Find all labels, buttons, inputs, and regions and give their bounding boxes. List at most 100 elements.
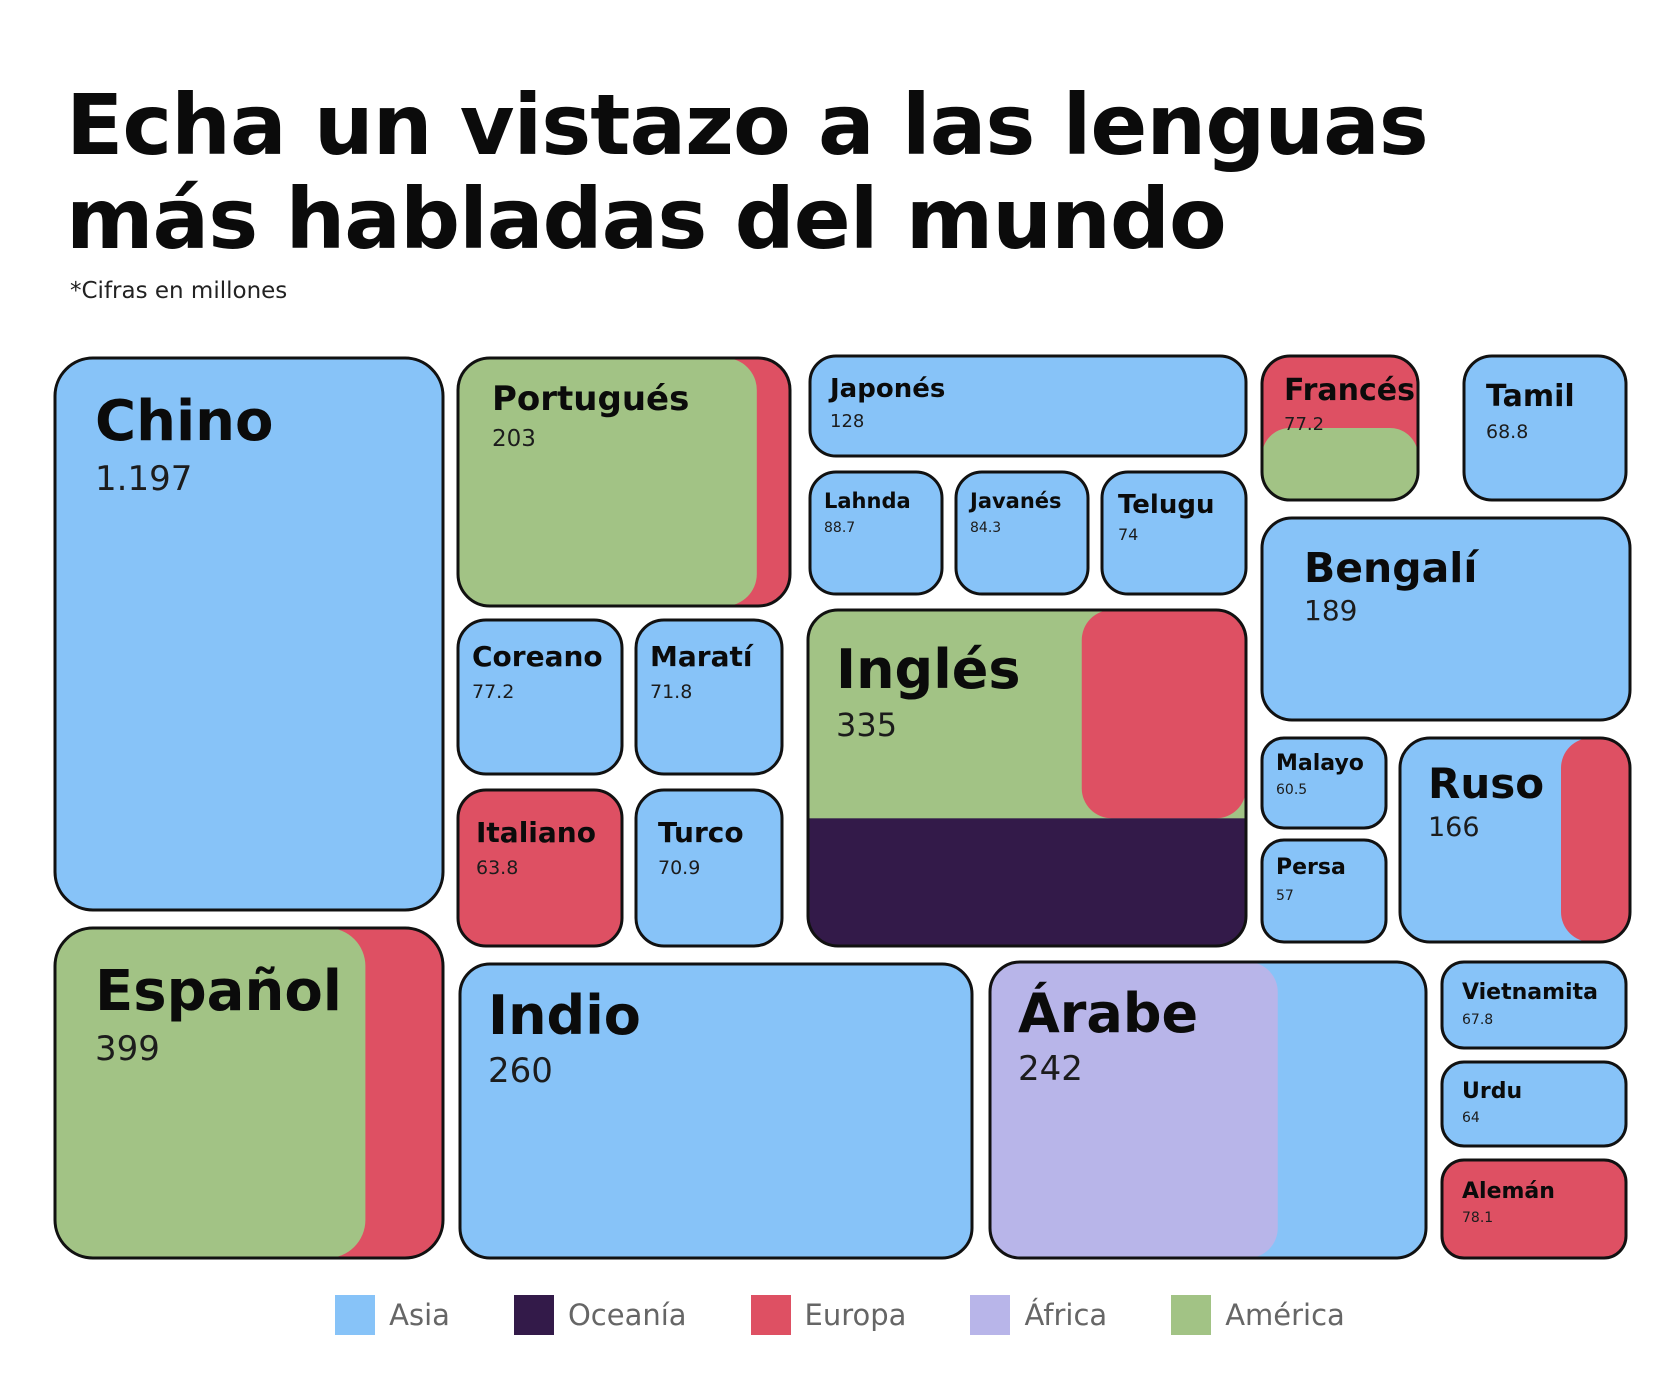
tile-frances-value: 77.2 (1284, 414, 1324, 435)
legend-label-oceania: Oceanía (567, 1298, 687, 1332)
tile-aleman: Alemán 78.1 (1440, 1158, 1628, 1260)
tile-chino: Chino 1.197 (53, 356, 445, 912)
tile-ingles-segment-oceania (808, 818, 1246, 946)
tile-chino-value: 1.197 (95, 459, 192, 499)
tile-japones-name: Japonés (828, 374, 945, 404)
tile-portugues: Portugués 203 (456, 356, 792, 608)
tile-chino-segment-asia (55, 358, 443, 910)
tile-malayo-outline (1260, 736, 1388, 830)
tile-aleman-name: Alemán (1462, 1179, 1555, 1204)
tile-frances-segment-america (1262, 428, 1418, 500)
legend-swatch-oceania (513, 1295, 554, 1335)
tile-espanol-name: Español (95, 959, 342, 1024)
tile-japones-value: 128 (830, 411, 864, 432)
tile-marati-outline (634, 618, 784, 776)
tile-frances: Francés 77.2 (1260, 354, 1420, 502)
tile-vietnamita-name: Vietnamita (1462, 980, 1598, 1005)
tile-italiano-outline (456, 788, 624, 948)
tile-bengali-value: 189 (1304, 594, 1357, 627)
tile-tamil-value: 68.8 (1486, 421, 1528, 443)
tile-espanol-outline (53, 926, 445, 1260)
tile-portugues-outline (456, 356, 792, 608)
tile-italiano: Italiano 63.8 (456, 788, 624, 948)
legend-swatch-asia (335, 1295, 376, 1335)
tile-italiano-segment-europa (458, 790, 622, 946)
tile-tamil-name: Tamil (1486, 379, 1575, 414)
tile-italiano-name: Italiano (476, 816, 596, 849)
tile-ingles-outline (806, 608, 1248, 948)
tile-arabe-value: 242 (1018, 1049, 1083, 1089)
tile-malayo-segment-asia (1262, 738, 1386, 828)
tile-malayo-value: 60.5 (1276, 782, 1307, 798)
tile-italiano-value: 63.8 (476, 857, 518, 879)
tile-japones: Japonés 128 (808, 354, 1248, 458)
tile-frances-name: Francés (1284, 373, 1415, 408)
tile-indio-outline (458, 962, 974, 1260)
tile-bengali-name: Bengalí (1304, 544, 1479, 592)
tile-ingles-value: 335 (836, 706, 897, 744)
legend-item-asia: Asia (335, 1295, 450, 1335)
tile-coreano-value: 77.2 (472, 681, 514, 703)
tile-frances-outline (1260, 354, 1420, 502)
tile-turco-value: 70.9 (658, 857, 700, 879)
title-line-2: más habladas del mundo (66, 170, 1227, 268)
tile-ruso-value: 166 (1428, 812, 1480, 843)
tile-telugu-name: Telugu (1118, 490, 1214, 520)
legend-label-europa: Europa (804, 1298, 907, 1332)
tile-telugu-outline (1100, 470, 1248, 596)
legend-item-europa: Europa (750, 1295, 907, 1335)
tile-lahnda-value: 88.7 (824, 520, 855, 536)
tile-vietnamita-outline (1440, 960, 1628, 1050)
tile-ruso-outline (1398, 736, 1632, 944)
tile-chino-outline (53, 356, 445, 912)
tile-bengali-outline (1260, 516, 1632, 722)
tile-japones-segment-asia (810, 356, 1246, 456)
tile-espanol-segment-america (55, 928, 366, 1258)
tile-japones-outline (808, 354, 1248, 458)
tile-tamil-outline (1462, 354, 1628, 502)
tile-javanes-name: Javanés (968, 489, 1062, 513)
tile-chino-name: Chino (95, 389, 274, 454)
tile-urdu-segment-asia (1442, 1062, 1626, 1146)
tile-lahnda-outline (808, 470, 944, 596)
tile-malayo-name: Malayo (1276, 751, 1364, 776)
tile-indio-segment-asia (460, 964, 972, 1258)
tile-tamil: Tamil 68.8 (1462, 354, 1628, 502)
chart-legend: Asia Oceanía Europa África América (0, 1293, 1680, 1337)
tile-urdu-value: 64 (1462, 1110, 1480, 1126)
tile-javanes-segment-asia (956, 472, 1088, 594)
tile-turco-outline (634, 788, 784, 948)
tile-portugues-segment-america (458, 358, 757, 606)
tile-espanol: Español 399 (53, 926, 445, 1260)
tile-vietnamita-value: 67.8 (1462, 1012, 1493, 1028)
tile-espanol-value: 399 (95, 1029, 160, 1069)
tile-marati-segment-asia (636, 620, 782, 774)
tile-marati: Maratí 71.8 (634, 618, 784, 776)
tile-javanes-value: 84.3 (970, 520, 1001, 536)
tile-turco: Turco 70.9 (634, 788, 784, 948)
legend-label-america: América (1225, 1298, 1345, 1332)
tile-bengali-segment-asia (1262, 518, 1630, 720)
tile-persa-name: Persa (1276, 855, 1346, 880)
tile-malayo: Malayo 60.5 (1260, 736, 1388, 830)
tile-telugu-segment-asia (1102, 472, 1246, 594)
tile-coreano-segment-asia (458, 620, 622, 774)
legend-swatch-europa (750, 1295, 791, 1335)
tile-arabe-segment-africa (990, 962, 1278, 1258)
tile-vietnamita-segment-asia (1442, 962, 1626, 1048)
tile-marati-value: 71.8 (650, 681, 692, 703)
tile-coreano: Coreano 77.2 (456, 618, 624, 776)
tile-indio-name: Indio (488, 984, 641, 1047)
tile-ruso-name: Ruso (1428, 759, 1544, 808)
tile-lahnda-segment-asia (810, 472, 942, 594)
legend-swatch-africa (970, 1295, 1011, 1335)
legend-item-america: América (1171, 1295, 1345, 1335)
legend-item-oceania: Oceanía (513, 1295, 687, 1335)
tile-ingles: Inglés 335 (806, 608, 1248, 948)
tile-vietnamita: Vietnamita 67.8 (1440, 960, 1628, 1050)
tile-telugu-value: 74 (1118, 525, 1138, 544)
tile-persa-outline (1260, 838, 1388, 944)
tile-ruso-segment-europa (1561, 738, 1630, 942)
tile-aleman-outline (1440, 1158, 1628, 1260)
